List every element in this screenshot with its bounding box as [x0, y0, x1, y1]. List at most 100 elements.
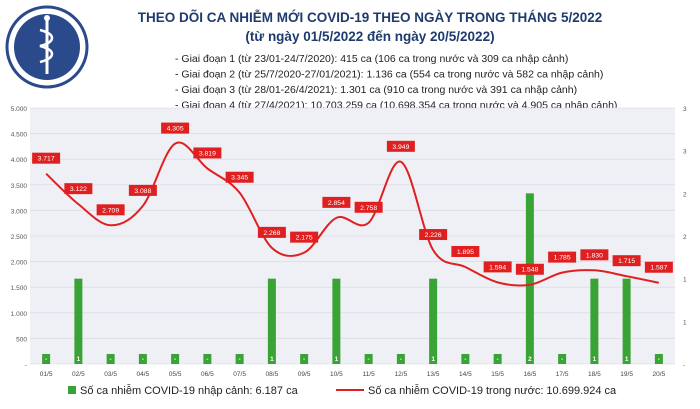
chart-subtitle: (từ ngày 01/5/2022 đến ngày 20/5/2022): [245, 29, 494, 44]
line-value-label: 1.587: [650, 265, 667, 272]
bar-value-label: -: [400, 356, 402, 363]
bar: [74, 278, 83, 364]
y-left-tick-label: 4.500: [11, 132, 28, 139]
bar: [203, 354, 212, 364]
bar-value-label: -: [497, 356, 499, 363]
y-left-tick-label: 2.500: [11, 234, 28, 241]
bar: [396, 354, 405, 364]
line-label-bg: [32, 152, 61, 164]
x-tick-label: 01/5: [40, 371, 53, 378]
x-tick-label: 08/5: [266, 371, 279, 378]
line-value-label: 3.819: [199, 150, 216, 157]
line-value-label: 1.548: [521, 267, 538, 274]
x-tick-label: 05/5: [169, 371, 182, 378]
bar: [138, 354, 147, 364]
x-tick-label: 20/5: [653, 371, 666, 378]
line-label-bg: [96, 204, 125, 216]
bar: [525, 193, 534, 364]
line-label-bg: [515, 263, 544, 275]
notes: - Giai đoạn 1 (từ 23/01-24/7/2020): 415 …: [175, 53, 617, 112]
legend-label-line: Số ca nhiễm COVID-19 trong nước: 10.699.…: [368, 384, 617, 397]
note-line: - Giai đoạn 2 (từ 25/7/2020-27/01/2021):…: [175, 69, 603, 81]
y-right-tick-label: 3: [683, 106, 687, 113]
line-value-label: 3.949: [392, 144, 409, 151]
y-right-tick-label: -: [683, 362, 685, 369]
bar-value-label: -: [368, 356, 370, 363]
line-label-bg: [644, 261, 673, 273]
bar-value-label: -: [303, 356, 305, 363]
bar-value-label: -: [561, 356, 563, 363]
bar-value-label: 1: [335, 356, 339, 363]
line-label-bg: [386, 140, 415, 152]
line-label-bg: [451, 245, 480, 257]
bar-value-label: 1: [77, 356, 81, 363]
bar-value-label: 1: [625, 356, 629, 363]
line-value-label: 3.345: [231, 175, 248, 182]
line-label-bg: [290, 231, 319, 243]
bar-value-label: -: [658, 356, 660, 363]
bar-value-label: -: [174, 356, 176, 363]
line-value-label: 4.305: [167, 126, 184, 133]
line-value-label: 3.122: [70, 186, 87, 193]
line-label-bg: [193, 147, 222, 159]
legend-swatch-bar: [68, 386, 76, 394]
y-left-tick-label: 4.000: [11, 157, 28, 164]
x-tick-label: 13/5: [427, 371, 440, 378]
bar: [654, 354, 663, 364]
x-tick-label: 19/5: [620, 371, 633, 378]
bar: [364, 354, 373, 364]
line-label-bg: [580, 249, 609, 261]
y-left-tick-label: 1.000: [11, 311, 28, 318]
y-right-tick-label: 1: [683, 277, 687, 284]
x-tick-label: 15/5: [491, 371, 504, 378]
bar-value-label: 1: [431, 356, 435, 363]
x-tick-label: 07/5: [233, 371, 246, 378]
chart-title: THEO DÕI CA NHIỄM MỚI COVID-19 THEO NGÀY…: [138, 10, 603, 25]
x-tick-label: 03/5: [104, 371, 117, 378]
line-label-bg: [419, 229, 448, 241]
line-value-label: 2.709: [102, 207, 119, 214]
note-line: - Giai đoạn 1 (từ 23/01-24/7/2020): 415 …: [175, 53, 568, 65]
bar-value-label: -: [142, 356, 144, 363]
y-left-tick-label: -: [25, 362, 27, 369]
bar-value-label: 1: [270, 356, 274, 363]
line-value-label: 2.226: [425, 232, 442, 239]
y-left-tick-label: 500: [16, 336, 27, 343]
bar: [461, 354, 470, 364]
line-label-bg: [225, 171, 254, 183]
y-left-tick-label: 2.000: [11, 260, 28, 267]
line-label-bg: [612, 255, 641, 267]
ministry-logo: [5, 5, 89, 89]
line-value-label: 2.854: [328, 200, 345, 207]
bar-value-label: 1: [593, 356, 597, 363]
x-tick-label: 14/5: [459, 371, 472, 378]
bar-value-label: -: [464, 356, 466, 363]
y-right-tick-label: 3: [683, 149, 687, 156]
x-tick-label: 11/5: [363, 371, 376, 378]
bar: [429, 278, 438, 364]
bar-value-label: -: [110, 356, 112, 363]
bar-value-label: -: [239, 356, 241, 363]
line-label-bg: [483, 261, 512, 273]
plot-area: - 500 1.000 1.500 2.000 2.500 3.000 3.500 4.000 4…: [11, 106, 687, 378]
line-value-label: 1.594: [489, 264, 506, 271]
line-label-bg: [128, 184, 157, 196]
legend-label-bar: Số ca nhiễm COVID-19 nhập cảnh: 6.187 ca: [80, 384, 299, 397]
y-right-tick-label: 2: [683, 234, 687, 241]
line-value-label: 2.268: [263, 230, 280, 237]
line-value-label: 3.717: [38, 156, 55, 163]
x-tick-label: 18/5: [588, 371, 601, 378]
bar-value-label: -: [206, 356, 208, 363]
line-label-bg: [322, 196, 351, 208]
line-value-label: 1.895: [457, 249, 474, 256]
y-left-tick-label: 1.500: [11, 285, 28, 292]
bar: [493, 354, 502, 364]
bar: [558, 354, 567, 364]
line-label-bg: [548, 251, 577, 263]
x-tick-label: 12/5: [395, 371, 408, 378]
line-label-bg: [257, 226, 286, 238]
x-tick-label: 10/5: [330, 371, 343, 378]
legend: Số ca nhiễm COVID-19 nhập cảnh: 6.187 ca…: [68, 384, 617, 397]
